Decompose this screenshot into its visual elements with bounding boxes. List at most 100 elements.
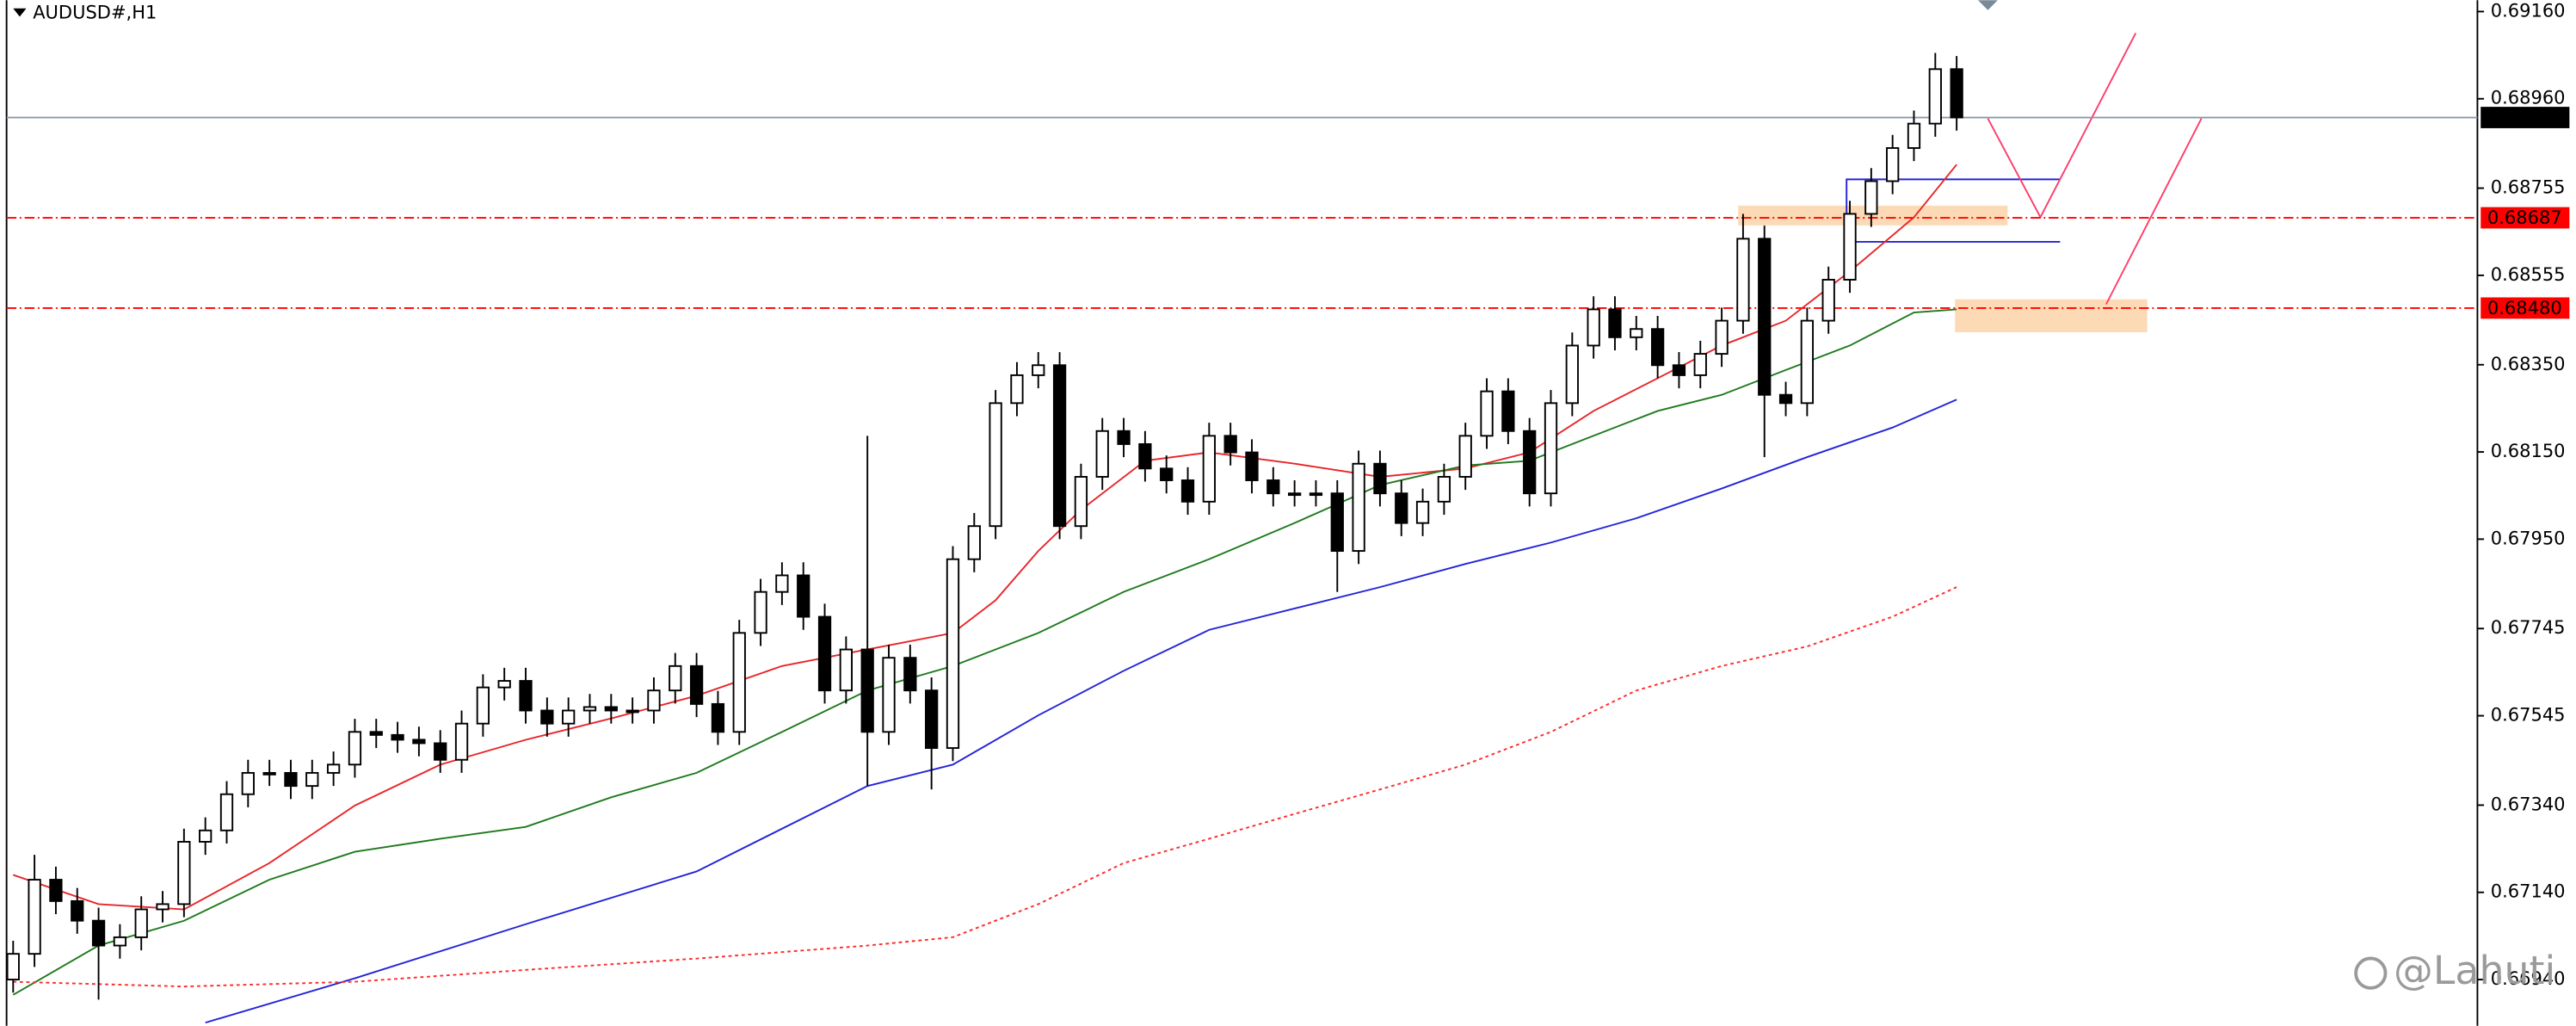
candle-body bbox=[369, 731, 383, 736]
price-label: 0.68917 bbox=[2487, 107, 2562, 127]
candle-body bbox=[262, 771, 276, 776]
candle-body bbox=[49, 879, 63, 902]
candle-body bbox=[284, 771, 298, 788]
user-drawings bbox=[1738, 0, 2203, 332]
candle-body bbox=[1160, 467, 1174, 481]
y-tick-label: 0.68960 bbox=[2491, 88, 2566, 108]
candle-body bbox=[1544, 402, 1558, 495]
candle-body bbox=[925, 689, 939, 750]
candle-body bbox=[1074, 475, 1088, 528]
candle-body bbox=[1202, 435, 1216, 503]
range-lines bbox=[1846, 178, 2061, 243]
candle-body bbox=[946, 558, 960, 750]
candle-body bbox=[689, 664, 704, 705]
candle-body bbox=[6, 953, 20, 981]
candle-body bbox=[1501, 390, 1515, 432]
candle-body bbox=[241, 771, 255, 795]
candle-body bbox=[1630, 328, 1643, 338]
marker bbox=[1977, 0, 1998, 10]
candle-body bbox=[1778, 393, 1793, 405]
candle-body bbox=[156, 903, 169, 911]
candle-body bbox=[134, 908, 148, 938]
candle-body bbox=[1907, 122, 1921, 149]
candle-body bbox=[1800, 319, 1815, 405]
candle-body bbox=[1565, 344, 1579, 405]
candle-body bbox=[1032, 364, 1045, 376]
candle-body bbox=[860, 648, 874, 733]
y-tick-label: 0.69160 bbox=[2491, 0, 2566, 21]
indicator-line bbox=[205, 399, 1957, 1024]
candle-body bbox=[1052, 364, 1067, 528]
candle-body bbox=[989, 402, 1002, 528]
candle-body bbox=[519, 680, 533, 712]
price-label: 0.68687 bbox=[2487, 207, 2562, 228]
zone-box bbox=[1738, 205, 2008, 226]
y-tick-label: 0.67140 bbox=[2491, 881, 2566, 902]
indicator-line bbox=[12, 308, 1957, 996]
candle-body bbox=[1950, 68, 1963, 119]
candle-body bbox=[754, 590, 767, 634]
candle-body bbox=[1758, 238, 1772, 396]
candle-body bbox=[647, 689, 661, 712]
candle-body bbox=[1180, 479, 1195, 503]
projection-line bbox=[1987, 33, 2137, 219]
candle-body bbox=[903, 657, 917, 692]
candle-body bbox=[1095, 430, 1109, 478]
candle-body bbox=[1587, 308, 1600, 347]
candle-body bbox=[412, 739, 426, 745]
candle-body bbox=[669, 664, 682, 692]
candle-body bbox=[1928, 68, 1942, 125]
candle-body bbox=[28, 879, 41, 955]
candle-body bbox=[1138, 443, 1152, 470]
y-tick-label: 0.67950 bbox=[2491, 528, 2566, 548]
candle-body bbox=[454, 722, 469, 761]
candle-body bbox=[1608, 308, 1622, 338]
y-tick-label: 0.67340 bbox=[2491, 794, 2566, 814]
candle-body bbox=[1117, 430, 1131, 445]
indicator-line bbox=[13, 586, 1957, 988]
candle-body bbox=[1437, 475, 1451, 503]
candle-body bbox=[1843, 213, 1857, 281]
candle-body bbox=[1309, 492, 1323, 497]
candle-body bbox=[476, 686, 490, 725]
candle-body bbox=[1373, 462, 1387, 495]
y-tick-label: 0.67545 bbox=[2491, 705, 2566, 726]
candle-body bbox=[1330, 492, 1344, 553]
watermark-text: @Lahuti bbox=[2394, 947, 2555, 993]
candle-body bbox=[71, 899, 84, 922]
y-tick-label: 0.66940 bbox=[2491, 968, 2566, 989]
watermark: @Lahuti bbox=[2354, 947, 2555, 993]
price-label-box bbox=[2480, 297, 2570, 319]
plot-layer: 0.69160 0.68960 0.68755 0.68555 0.68350 0.681… bbox=[6, 0, 2570, 1024]
candle-body bbox=[1523, 430, 1537, 495]
candle-body bbox=[1864, 180, 1878, 215]
candle-body bbox=[604, 706, 618, 712]
candle-body bbox=[626, 709, 639, 714]
y-tick-label: 0.68150 bbox=[2491, 441, 2566, 461]
zone-box bbox=[1955, 299, 2148, 332]
candle-body bbox=[1245, 451, 1259, 481]
candle-body bbox=[91, 919, 106, 947]
candle-body bbox=[1693, 353, 1707, 376]
candle-body bbox=[1352, 462, 1365, 553]
candle-body bbox=[775, 574, 789, 593]
candle-body bbox=[1886, 147, 1900, 182]
candle-body bbox=[797, 574, 810, 618]
candle-body bbox=[1395, 492, 1408, 524]
candle-body bbox=[711, 702, 725, 733]
candle-body bbox=[1288, 492, 1302, 497]
candle-body bbox=[1266, 479, 1280, 495]
candle-body bbox=[1715, 319, 1729, 355]
price-label-box bbox=[2480, 207, 2570, 229]
candle-body bbox=[497, 680, 511, 689]
candle-body bbox=[1223, 435, 1237, 454]
candle-body bbox=[817, 615, 832, 692]
candle-body bbox=[1672, 364, 1686, 376]
candle-body bbox=[1010, 374, 1024, 405]
candle-body bbox=[582, 706, 597, 712]
candle-body bbox=[219, 793, 234, 831]
candle-body bbox=[199, 829, 213, 843]
